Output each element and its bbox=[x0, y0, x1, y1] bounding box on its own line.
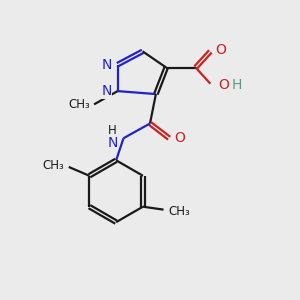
Text: O: O bbox=[216, 43, 226, 57]
Text: O: O bbox=[174, 131, 185, 145]
Text: N: N bbox=[101, 84, 112, 98]
Text: N: N bbox=[107, 136, 118, 150]
Text: CH₃: CH₃ bbox=[168, 205, 190, 218]
Text: H: H bbox=[232, 78, 242, 92]
Text: O: O bbox=[219, 78, 230, 92]
Text: CH₃: CH₃ bbox=[43, 159, 64, 172]
Text: CH₃: CH₃ bbox=[68, 98, 90, 111]
Text: N: N bbox=[101, 58, 112, 72]
Text: H: H bbox=[107, 124, 116, 137]
